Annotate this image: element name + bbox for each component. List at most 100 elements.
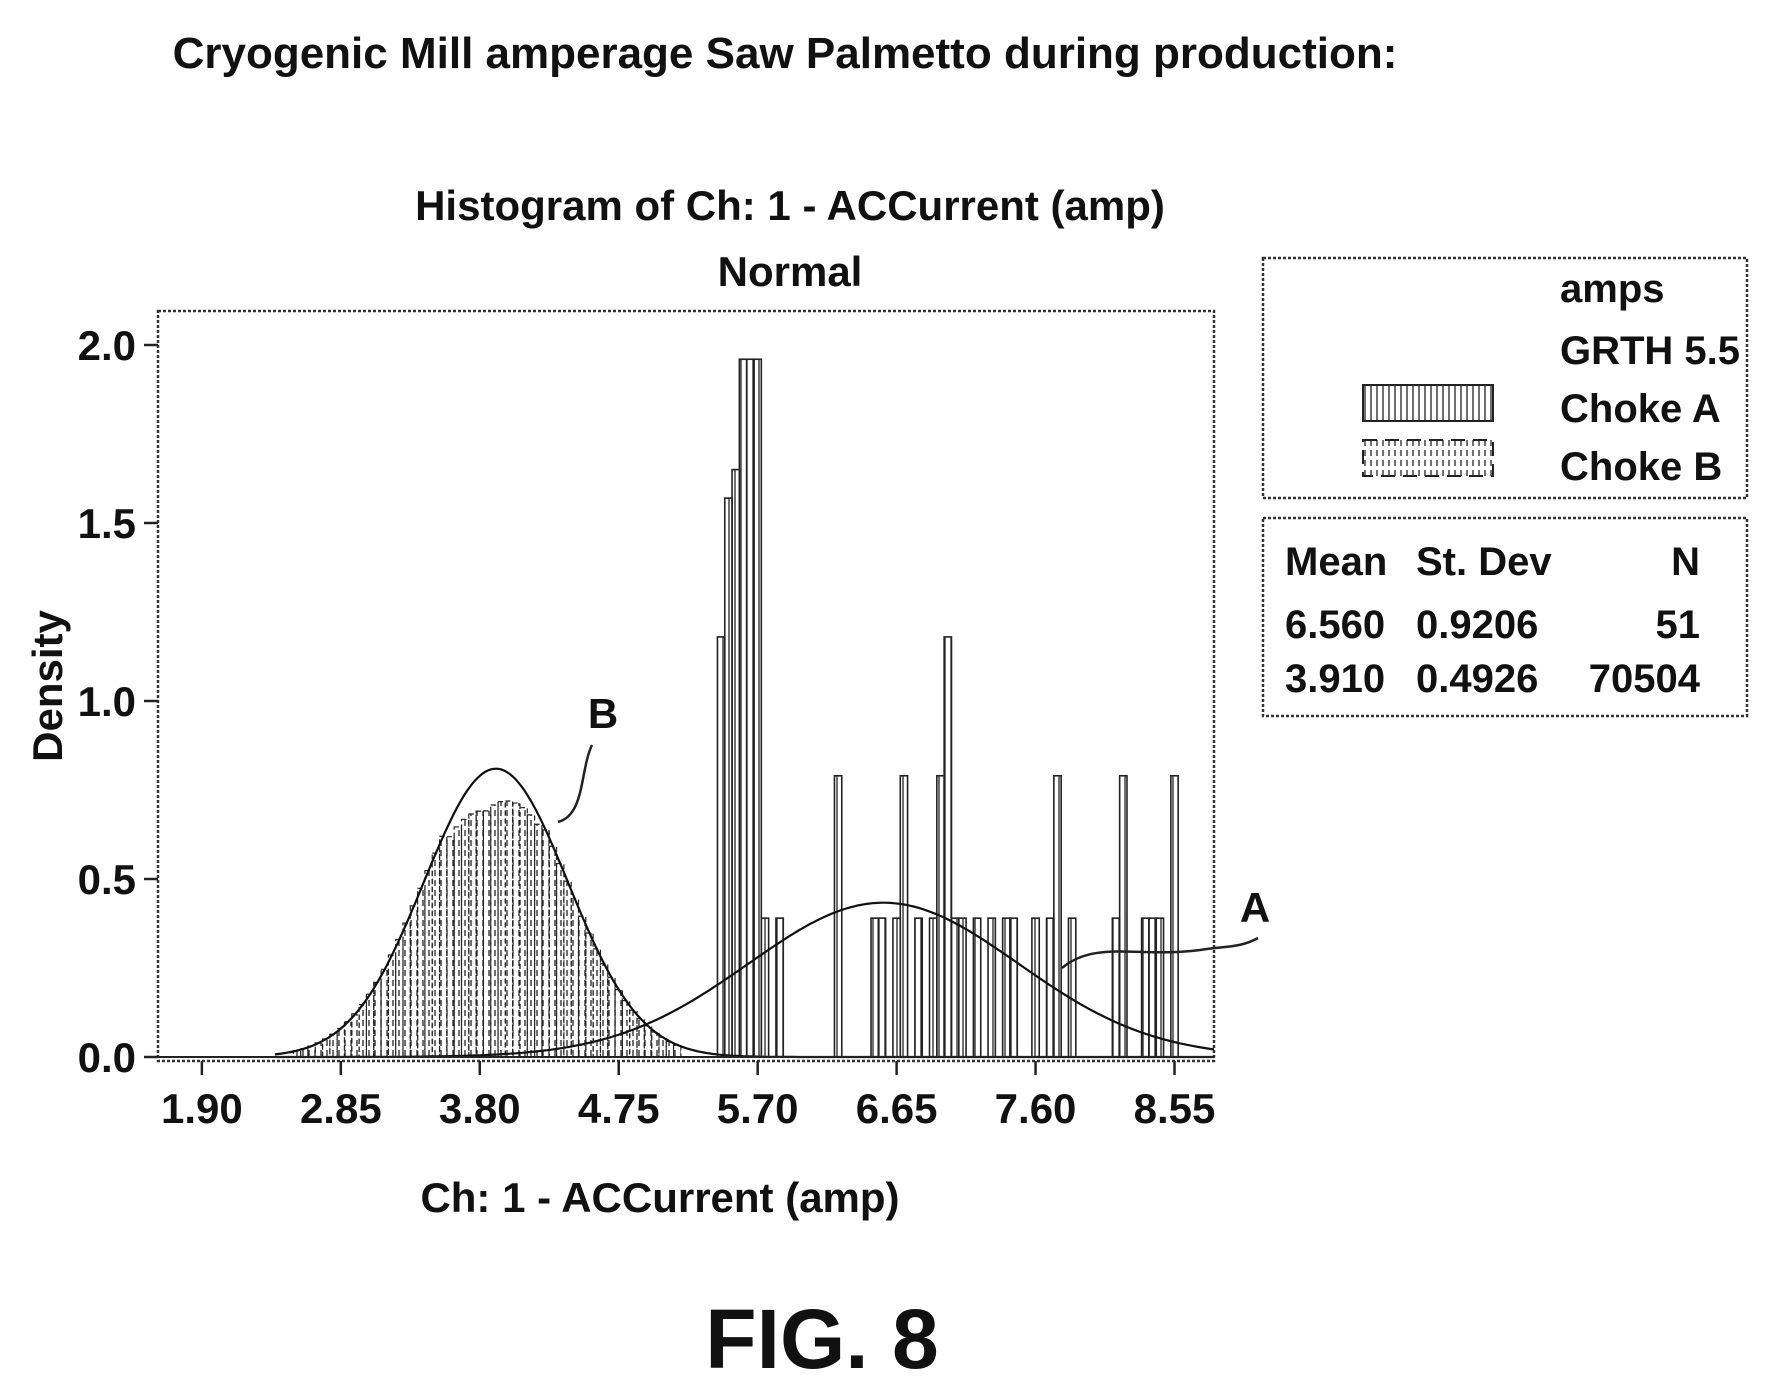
choke-b-bar	[373, 981, 382, 1058]
choke-a-bar	[833, 774, 843, 1058]
choke-b-bar	[380, 968, 389, 1058]
choke-a-bar	[1053, 774, 1062, 1058]
choke-b-bar	[343, 1021, 353, 1058]
fit-curves	[158, 767, 1215, 1059]
chart-subtitle: Normal	[718, 248, 863, 295]
choke-b-bar	[629, 1009, 638, 1058]
choke-a-bar	[731, 468, 741, 1058]
x-tick-label: 8.55	[1134, 1085, 1216, 1132]
choke-a-bar	[870, 917, 880, 1058]
y-axis-label: Density	[24, 610, 71, 762]
legend-heading-amps: amps	[1560, 267, 1665, 311]
choke-b-bar	[329, 1033, 338, 1058]
stats-table: Mean St. Dev N 6.560 0.9206 51 3.910 0.4…	[1261, 516, 1749, 718]
x-tick-label: 1.90	[161, 1085, 243, 1132]
choke-a-bar	[1140, 917, 1150, 1058]
stats-header-stdev: St. Dev	[1416, 540, 1552, 584]
choke-a-bar	[914, 917, 924, 1058]
y-tick-label: 1.5	[78, 500, 136, 547]
choke-b-bar	[570, 898, 580, 1058]
choke-a-bar	[1009, 917, 1019, 1058]
y-tick-label: 2.0	[78, 322, 136, 369]
choke-b-bar	[424, 869, 433, 1058]
choke-b-bar	[585, 932, 594, 1058]
choke-b-bar	[431, 852, 441, 1058]
choke-a-bar	[877, 917, 887, 1058]
x-tick-label: 4.75	[578, 1085, 660, 1132]
stats-row-2-stdev: 0.4926	[1416, 657, 1538, 701]
choke-a-bar	[1111, 917, 1121, 1058]
choke-a-bar	[775, 917, 785, 1058]
annotation-a-label: A	[1240, 884, 1270, 931]
choke-b-bar	[468, 813, 477, 1058]
legend-swatch-choke-a	[1362, 384, 1494, 422]
stats-header-n: N	[1671, 540, 1700, 584]
choke-a-bar	[1001, 917, 1011, 1058]
stats-row-2-mean: 3.910	[1285, 657, 1385, 701]
x-axis-label: Ch: 1 - ACCurrent (amp)	[420, 1174, 899, 1221]
choke-b-bar	[548, 845, 558, 1058]
choke-b-bar	[497, 801, 506, 1058]
choke-b-bar	[651, 1031, 660, 1058]
choke-b-bar	[395, 938, 404, 1058]
choke-b-bar	[417, 887, 426, 1058]
x-tick-label: 7.60	[995, 1085, 1077, 1132]
choke-a-bar	[957, 917, 967, 1058]
choke-b-bar	[475, 810, 485, 1058]
legend: amps GRTH 5.5 Choke A Choke B	[1261, 256, 1749, 500]
choke-b-bar	[658, 1036, 667, 1058]
choke-b-bar	[336, 1027, 346, 1058]
choke-b-bar	[409, 905, 419, 1058]
annotation-b: B	[557, 690, 618, 824]
choke-b-bar	[607, 976, 616, 1058]
x-axis: 1.90 2.85 3.80 4.75 5.70 6.65 7.60 8.55	[161, 1061, 1215, 1132]
choke-b-bar	[526, 814, 536, 1058]
x-tick-label: 6.65	[856, 1085, 938, 1132]
choke-b-bar	[438, 835, 448, 1058]
legend-entry-choke-a: Choke A	[1560, 387, 1721, 431]
choke-b-bar	[577, 915, 587, 1058]
choke-a-bar	[899, 774, 909, 1058]
legend-frame	[1261, 256, 1749, 500]
y-tick-label: 1.0	[78, 678, 136, 725]
choke-a-bar	[1118, 774, 1128, 1058]
chart-title: Histogram of Ch: 1 - ACCurrent (amp)	[415, 182, 1165, 229]
stats-row-2-n: 70504	[1589, 657, 1701, 701]
choke-a-bar	[716, 636, 726, 1058]
stats-row-1-n: 51	[1656, 603, 1701, 647]
figure-label: FIG. 8	[705, 1292, 938, 1386]
choke-a-bar	[892, 917, 902, 1058]
legend-entry-choke-b: Choke B	[1560, 445, 1722, 489]
choke-a-bar	[950, 917, 960, 1058]
choke-b-bar	[563, 880, 572, 1058]
stats-frame	[1261, 516, 1749, 718]
choke-b-bar	[621, 1000, 631, 1058]
y-tick-label: 0.0	[78, 1034, 136, 1081]
annotation-b-label: B	[588, 690, 618, 737]
legend-heading-grth: GRTH 5.5	[1560, 329, 1740, 373]
choke-b-bar	[365, 993, 375, 1058]
choke-b-bar	[512, 802, 521, 1058]
choke-a-bar	[760, 917, 770, 1058]
choke-b-bar	[534, 823, 543, 1058]
x-tick-label: 2.85	[300, 1085, 382, 1132]
choke-b-bar	[321, 1038, 331, 1058]
choke-a-bar	[753, 358, 763, 1058]
stats-row-1-mean: 6.560	[1285, 603, 1385, 647]
plot-area: 0.0 0.5 1.0 1.5 2.0 1.90 2.85 3.80 4.75 5.70 6.65…	[78, 309, 1215, 1132]
choke-b-bar	[541, 829, 550, 1058]
choke-b-bar	[387, 954, 397, 1058]
choke-a-bar	[1067, 917, 1077, 1058]
annotation-a: A	[1061, 884, 1270, 969]
stats-row-1-stdev: 0.9206	[1416, 603, 1538, 647]
choke-b-bar	[599, 963, 609, 1058]
choke-b-bar	[358, 1004, 368, 1058]
page-header: Cryogenic Mill amperage Saw Palmetto dur…	[173, 29, 1398, 78]
choke-a-bar	[928, 917, 938, 1058]
choke-b-bar	[643, 1025, 653, 1058]
y-axis: 0.0 0.5 1.0 1.5 2.0	[78, 322, 158, 1081]
choke-b-bar	[504, 800, 514, 1058]
choke-a-bar	[745, 358, 755, 1058]
y-tick-label: 0.5	[78, 856, 136, 903]
